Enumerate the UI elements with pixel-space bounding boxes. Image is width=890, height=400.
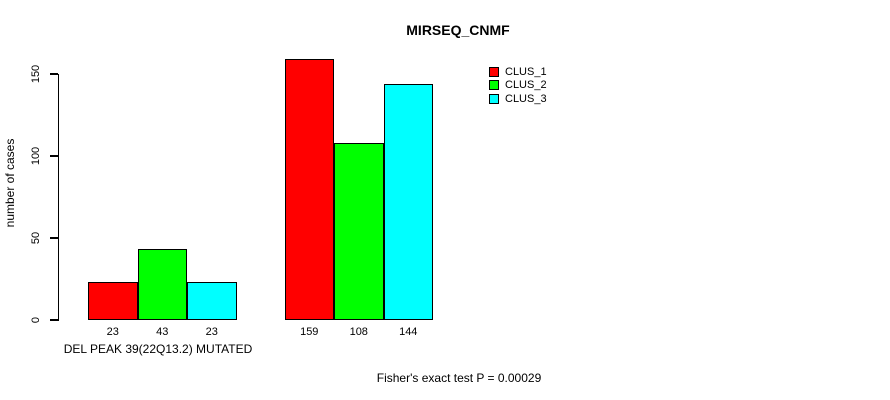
y-tick-label: 0 bbox=[30, 316, 42, 324]
y-tick-mark bbox=[49, 73, 58, 75]
bar-clus_2-group1 bbox=[137, 249, 187, 320]
y-tick-label: 100 bbox=[30, 146, 42, 166]
legend-item-clus_1: CLUS_1 bbox=[489, 65, 547, 79]
bar-value-label: 144 bbox=[399, 326, 418, 338]
y-tick-mark bbox=[49, 319, 58, 321]
y-tick-label: 150 bbox=[30, 64, 42, 84]
bar-clus_3-group2 bbox=[383, 83, 433, 320]
bar-value-label: 23 bbox=[106, 326, 119, 338]
bar-clus_1-group2 bbox=[284, 59, 334, 320]
legend: CLUS_1 CLUS_2 CLUS_3 bbox=[489, 65, 547, 106]
y-axis-label: number of cases bbox=[3, 138, 17, 228]
legend-swatch-clus_3 bbox=[489, 93, 499, 104]
bar-value-label: 159 bbox=[300, 326, 319, 338]
fisher-test-annotation: Fisher's exact test P = 0.00029 bbox=[376, 371, 542, 385]
legend-label: CLUS_2 bbox=[505, 79, 547, 92]
legend-item-clus_3: CLUS_3 bbox=[489, 92, 547, 106]
bar-value-label: 43 bbox=[156, 326, 169, 338]
bar-clus_2-group2 bbox=[334, 142, 384, 320]
legend-swatch-clus_1 bbox=[489, 66, 499, 77]
y-tick-mark bbox=[49, 155, 58, 157]
bar-clus_1-group1 bbox=[88, 282, 138, 320]
bar-value-label: 108 bbox=[349, 326, 368, 338]
chart-title: MIRSEQ_CNMF bbox=[406, 22, 510, 38]
legend-item-clus_2: CLUS_2 bbox=[489, 79, 547, 93]
y-tick-mark bbox=[49, 237, 58, 239]
legend-label: CLUS_3 bbox=[505, 92, 547, 105]
legend-label: CLUS_1 bbox=[505, 65, 547, 78]
bar-clus_3-group1 bbox=[187, 282, 237, 320]
bar-value-label: 23 bbox=[205, 326, 218, 338]
y-axis-line bbox=[57, 74, 59, 321]
x-axis-label: DEL PEAK 39(22Q13.2) MUTATED bbox=[63, 342, 253, 356]
legend-swatch-clus_2 bbox=[489, 80, 499, 91]
y-tick-label: 50 bbox=[30, 231, 42, 245]
